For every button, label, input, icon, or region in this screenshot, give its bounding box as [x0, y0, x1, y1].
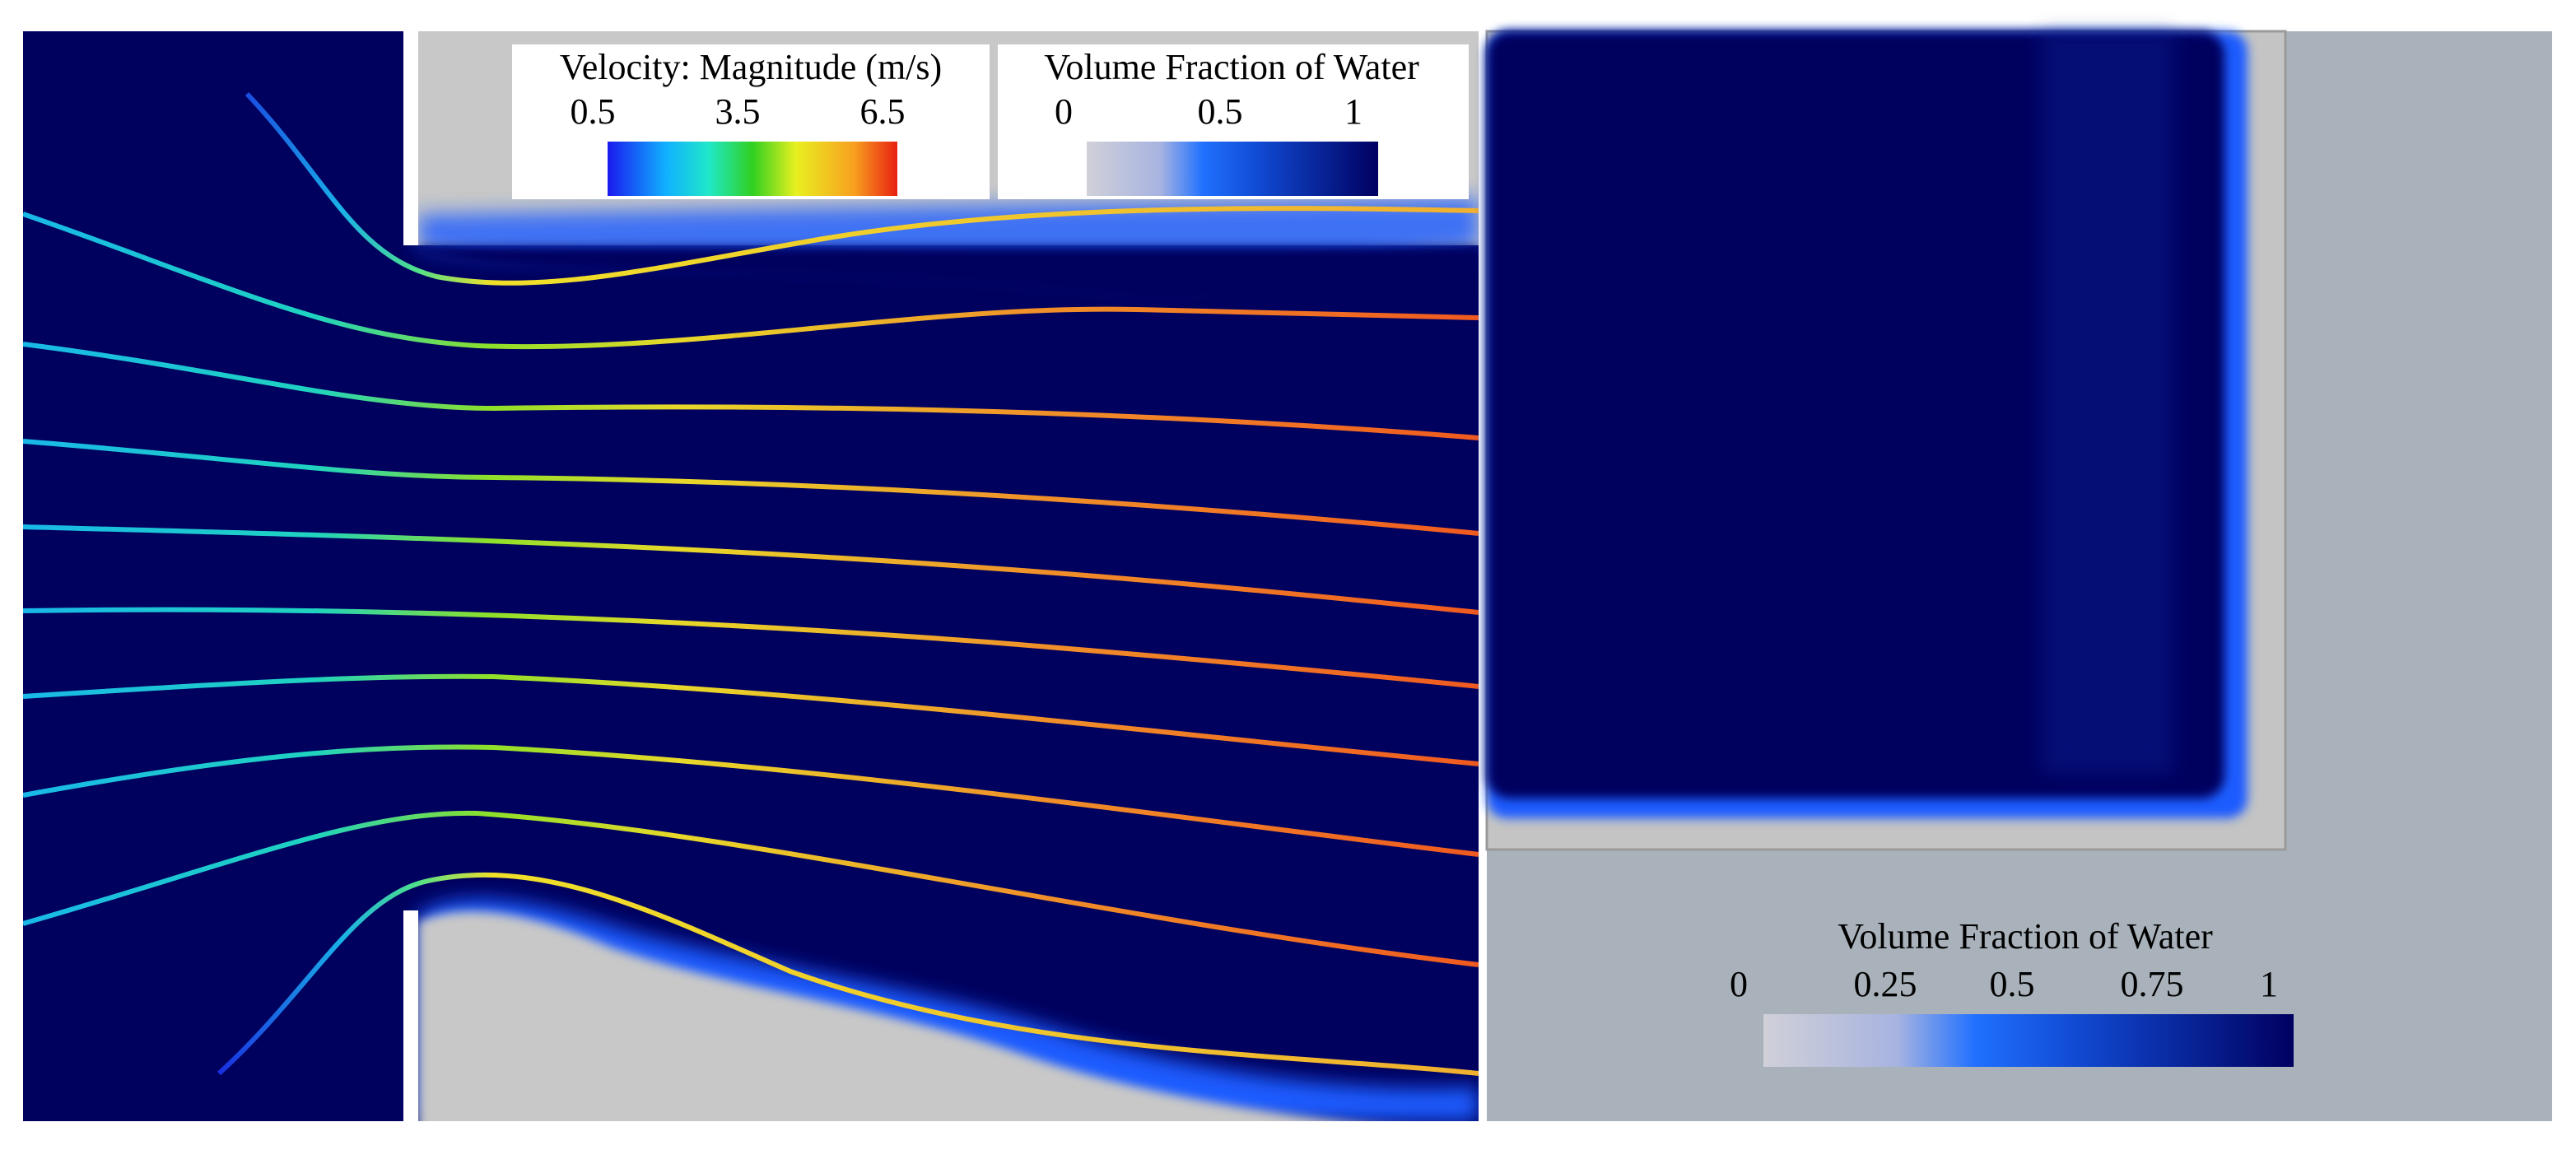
streamline — [23, 524, 1479, 615]
legend-tick: 3.5 — [715, 91, 761, 132]
air-bottom — [418, 911, 1340, 1121]
nozzle-wall-bottom — [403, 910, 418, 1121]
streamline — [245, 91, 1479, 286]
right-panel — [1485, 30, 2552, 1121]
streamline — [23, 439, 1479, 536]
left-panel — [23, 31, 1479, 1121]
streamline — [23, 673, 1479, 766]
divider — [1479, 31, 1487, 1121]
nozzle-wall-top — [403, 31, 418, 245]
legend-tick: 0 — [1055, 91, 1073, 132]
streamline — [23, 212, 1479, 350]
legend-title: Velocity: Magnitude (m/s) — [560, 47, 942, 87]
legend-tick: 0.5 — [571, 91, 616, 132]
colorbar — [1087, 142, 1378, 196]
streamline — [23, 810, 1479, 967]
legend-tick: 1 — [1344, 91, 1363, 132]
legend-tick: 0.5 — [1990, 964, 2035, 1004]
water-region — [1487, 31, 2224, 798]
legend-tick: 1 — [2260, 964, 2278, 1004]
colorbar — [1763, 1014, 2294, 1067]
legend-tick: 0 — [1730, 964, 1748, 1004]
legend-tick: 6.5 — [860, 91, 906, 132]
legend-tick: 0.75 — [2121, 964, 2184, 1004]
legend-title: Volume Fraction of Water — [1838, 916, 2213, 957]
colorbar — [608, 142, 897, 196]
streamline — [23, 744, 1479, 857]
legend-tick: 0.25 — [1854, 964, 1917, 1004]
streamline — [23, 342, 1479, 440]
streamlines — [23, 91, 1479, 1076]
legend-tick: 0.5 — [1198, 91, 1243, 132]
streamline — [217, 872, 1479, 1076]
streamline — [23, 607, 1479, 689]
legend-title: Volume Fraction of Water — [1044, 47, 1419, 87]
interface-shade — [2042, 31, 2173, 774]
